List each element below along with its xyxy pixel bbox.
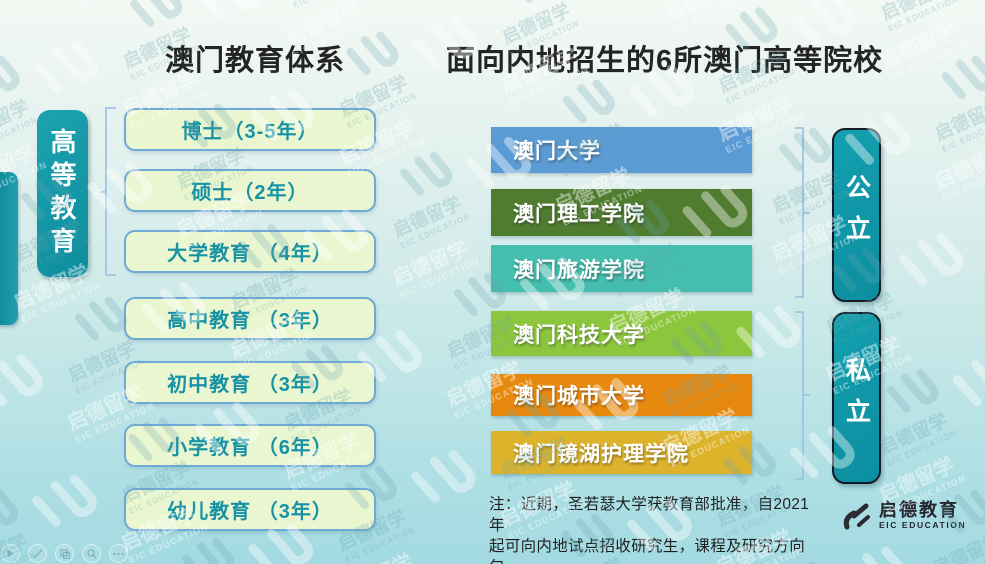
footnote-line: 注：近期，圣若瑟大学获教育部批准，自2021年 xyxy=(489,496,810,534)
university-bar-cityu: 澳门城市大学 xyxy=(491,374,752,416)
university-bar-mpi: 澳门理工学院 xyxy=(491,189,752,236)
private-brace-connector xyxy=(795,311,810,480)
play-icon xyxy=(7,549,15,558)
slideshow-all-slides-button[interactable] xyxy=(55,544,74,563)
higher-education-label: 高等教育 xyxy=(37,110,88,277)
presenter-controls xyxy=(1,544,128,563)
level-box-kindergarten: 幼儿教育 （3年） xyxy=(124,488,376,531)
slides-overview-icon xyxy=(59,548,70,559)
left-edge-decoration xyxy=(0,172,18,325)
slideshow-pen-button[interactable] xyxy=(28,544,47,563)
level-box-university: 大学教育 （4年） xyxy=(124,230,376,273)
slideshow-zoom-button[interactable] xyxy=(82,544,101,563)
eic-logo-icon xyxy=(843,503,870,530)
slideshow-play-button[interactable] xyxy=(1,544,20,563)
public-group-label: 公立 xyxy=(832,128,881,302)
private-group-label: 私立 xyxy=(832,312,881,484)
university-bar-kwnc: 澳门镜湖护理学院 xyxy=(491,431,752,474)
level-box-primary-school: 小学教育 （6年） xyxy=(124,424,376,467)
zoom-icon xyxy=(86,548,96,558)
public-brace-connector xyxy=(795,127,810,298)
footnote: 注：近期，圣若瑟大学获教育部批准，自2021年 起可向内地试点招收研究生，课程及… xyxy=(489,494,819,564)
right-section-title: 面向内地招生的6所澳门高等院校 xyxy=(446,45,884,77)
slideshow-more-button[interactable] xyxy=(109,544,128,563)
university-bar-must: 澳门科技大学 xyxy=(491,311,752,356)
left-brace-connector xyxy=(100,107,116,276)
level-box-middle-school: 初中教育 （3年） xyxy=(124,361,376,404)
level-box-master: 硕士（2年） xyxy=(124,169,376,212)
footnote-line: 起可向内地试点招收研究生，课程及研究方向包 xyxy=(489,538,806,564)
pen-icon xyxy=(33,549,42,558)
university-bar-um: 澳门大学 xyxy=(491,127,752,173)
more-options-icon xyxy=(113,552,124,555)
eic-logo-subname: EIC EDUCATION xyxy=(879,520,967,530)
eic-logo: 启德教育 EIC EDUCATION xyxy=(841,501,966,531)
university-bar-ift: 澳门旅游学院 xyxy=(491,245,752,292)
level-box-doctorate: 博士（3-5年） xyxy=(124,108,376,151)
level-box-high-school: 高中教育 （3年） xyxy=(124,297,376,340)
eic-logo-name: 启德教育 xyxy=(879,500,959,520)
left-section-title: 澳门教育体系 xyxy=(164,45,345,77)
